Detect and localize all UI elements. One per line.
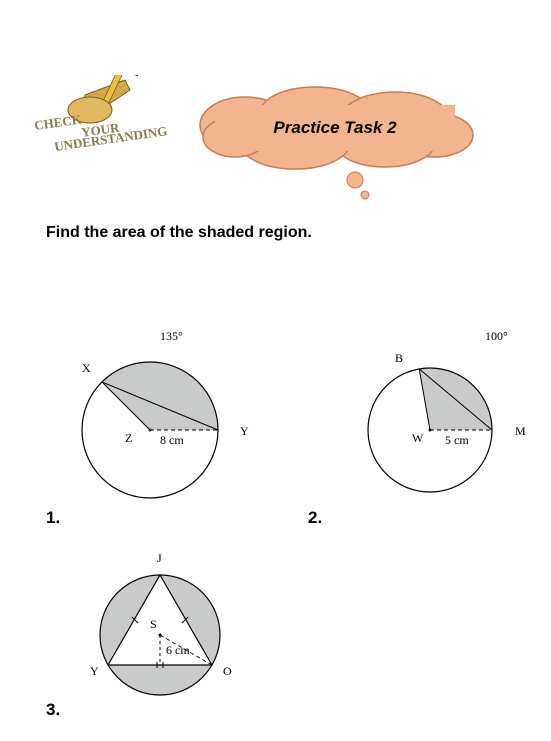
- p3-label-s: S: [150, 617, 157, 631]
- p1-label-x: X: [82, 361, 91, 375]
- check-text: CHECK: [33, 111, 83, 133]
- p1-label-z: Z: [125, 431, 132, 445]
- p1-angle: 135°: [160, 330, 183, 343]
- p3-label-o: O: [223, 664, 232, 678]
- p2-angle: 100°: [485, 330, 508, 343]
- p2-label-b: B: [395, 351, 403, 365]
- p2-radius: 5 cm: [445, 433, 469, 447]
- p3-radius: 6 cm: [166, 643, 190, 657]
- p1-radius: 8 cm: [160, 433, 184, 447]
- problem-3-number: 3.: [46, 700, 60, 720]
- p1-label-y: Y: [240, 424, 249, 438]
- problem-1-number: 1.: [46, 508, 60, 528]
- problem-2-figure: 100° B M W 5 cm: [330, 330, 551, 530]
- title-cloud: Practice Task 2: [195, 85, 485, 205]
- practice-task-title: Practice Task 2: [273, 118, 397, 137]
- problem-3-figure: J O Y S 6 cm: [60, 540, 280, 730]
- instruction-text: Find the area of the shaded region.: [46, 224, 312, 242]
- p2-label-m: M: [515, 424, 526, 438]
- problem-1-figure: 135° X Y Z 8 cm: [40, 330, 300, 530]
- p2-label-w: W: [412, 431, 424, 445]
- p3-label-j: J: [157, 551, 162, 565]
- p3-label-y: Y: [90, 664, 99, 678]
- problem-2-number: 2.: [308, 508, 322, 528]
- check-understanding-logo: CHECK YOUR UNDERSTANDING: [30, 75, 170, 165]
